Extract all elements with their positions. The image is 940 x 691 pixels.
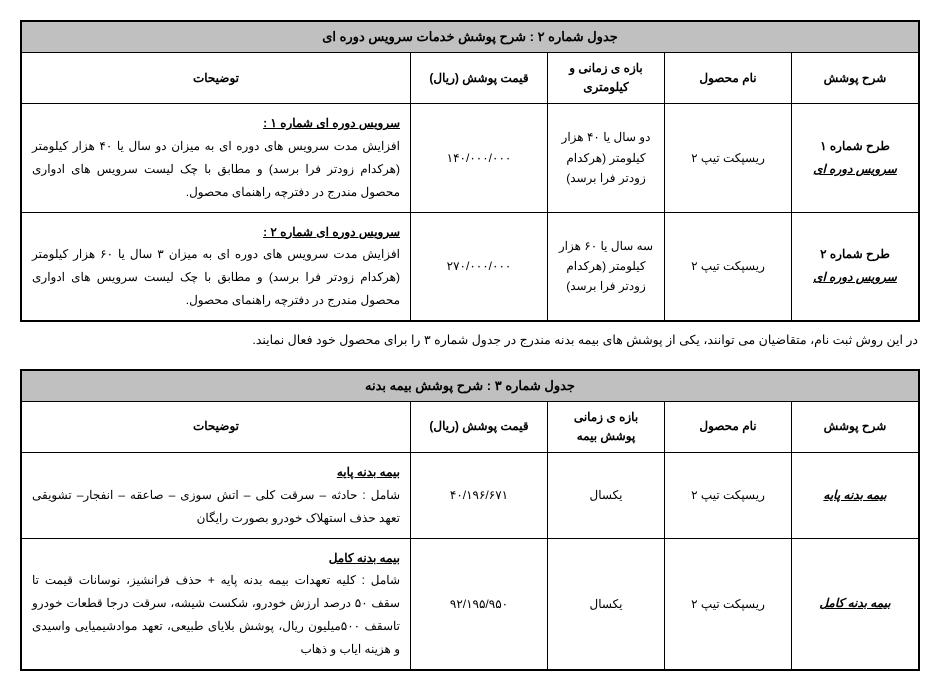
table-3-header-row: شرح پوشش نام محصول بازه ی زمانی پوشش بیم… bbox=[21, 401, 919, 452]
desc-body: شامل : کلیه تعهدات بیمه بدنه پایه + حذف … bbox=[32, 573, 400, 655]
plan-name: بیمه بدنه پایه bbox=[823, 488, 886, 502]
table-row: طرح شماره ۲ سرویس دوره ای ریسپکت تیپ ۲ س… bbox=[21, 212, 919, 321]
t2-hdr-price: قیمت پوشش (ریال) bbox=[411, 53, 548, 104]
t2-r0-period: دو سال یا ۴۰ هزار کیلومتر (هرکدام زودتر … bbox=[548, 104, 665, 212]
desc-title: سرویس دوره ای شماره ۱ : bbox=[263, 116, 400, 130]
plan-line2: سرویس دوره ای bbox=[813, 270, 897, 284]
t3-hdr-coverage: شرح پوشش bbox=[792, 401, 920, 452]
t3-r1-desc: بیمه بدنه کامل شامل : کلیه تعهدات بیمه ب… bbox=[21, 538, 411, 669]
t3-hdr-price: قیمت پوشش (ریال) bbox=[411, 401, 548, 452]
t2-hdr-desc: توضیحات bbox=[21, 53, 411, 104]
plan-line2: سرویس دوره ای bbox=[813, 162, 897, 176]
plan-line1: طرح شماره ۱ bbox=[820, 139, 890, 153]
desc-body: افزایش مدت سرویس های دوره ای به میزان ۳ … bbox=[32, 247, 400, 307]
t3-r1-period: یکسال bbox=[548, 538, 665, 669]
table-row: بیمه بدنه کامل ریسپکت تیپ ۲ یکسال ۹۲/۱۹۵… bbox=[21, 538, 919, 669]
page-container: جدول شماره ۲ : شرح پوشش خدمات سرویس دوره… bbox=[20, 20, 920, 671]
plan-line1: طرح شماره ۲ bbox=[820, 247, 890, 261]
table-2-header-row: شرح پوشش نام محصول بازه ی زمانی و کیلومت… bbox=[21, 53, 919, 104]
plan-name: بیمه بدنه کامل bbox=[819, 596, 890, 610]
t2-r1-period: سه سال یا ۶۰ هزار کیلومتر (هرکدام زودتر … bbox=[548, 212, 665, 321]
t2-r0-desc: سرویس دوره ای شماره ۱ : افزایش مدت سرویس… bbox=[21, 104, 411, 212]
t2-r0-price: ۱۴۰/۰۰۰/۰۰۰ bbox=[411, 104, 548, 212]
t3-r0-price: ۴۰/۱۹۶/۶۷۱ bbox=[411, 453, 548, 538]
table-3: جدول شماره ۳ : شرح پوشش بیمه بدنه شرح پو… bbox=[20, 369, 920, 671]
inter-paragraph: در این روش ثبت نام، متقاضیان می توانند، … bbox=[22, 332, 918, 347]
t2-r0-product: ریسپکت تیپ ۲ bbox=[665, 104, 792, 212]
table-3-title: جدول شماره ۳ : شرح پوشش بیمه بدنه bbox=[21, 370, 919, 402]
desc-title: سرویس دوره ای شماره ۲ : bbox=[263, 225, 400, 239]
t3-hdr-desc: توضیحات bbox=[21, 401, 411, 452]
t2-r1-product: ریسپکت تیپ ۲ bbox=[665, 212, 792, 321]
t3-r1-product: ریسپکت تیپ ۲ bbox=[665, 538, 792, 669]
table-2-title: جدول شماره ۲ : شرح پوشش خدمات سرویس دوره… bbox=[21, 21, 919, 53]
table-row: طرح شماره ۱ سرویس دوره ای ریسپکت تیپ ۲ د… bbox=[21, 104, 919, 212]
t2-r0-plan: طرح شماره ۱ سرویس دوره ای bbox=[792, 104, 920, 212]
t3-r0-period: یکسال bbox=[548, 453, 665, 538]
t3-r1-plan: بیمه بدنه کامل bbox=[792, 538, 920, 669]
t3-hdr-period: بازه ی زمانی پوشش بیمه bbox=[548, 401, 665, 452]
desc-body: افزایش مدت سرویس های دوره ای به میزان دو… bbox=[32, 139, 400, 199]
t2-hdr-period: بازه ی زمانی و کیلومتری bbox=[548, 53, 665, 104]
table-2: جدول شماره ۲ : شرح پوشش خدمات سرویس دوره… bbox=[20, 20, 920, 322]
t2-hdr-product: نام محصول bbox=[665, 53, 792, 104]
table-2-title-row: جدول شماره ۲ : شرح پوشش خدمات سرویس دوره… bbox=[21, 21, 919, 53]
t2-r1-desc: سرویس دوره ای شماره ۲ : افزایش مدت سرویس… bbox=[21, 212, 411, 321]
t2-r1-price: ۲۷۰/۰۰۰/۰۰۰ bbox=[411, 212, 548, 321]
t3-r1-price: ۹۲/۱۹۵/۹۵۰ bbox=[411, 538, 548, 669]
t3-r0-product: ریسپکت تیپ ۲ bbox=[665, 453, 792, 538]
t3-hdr-product: نام محصول bbox=[665, 401, 792, 452]
desc-body: شامل : حادثه – سرقت کلی – اتش سوزی – صاع… bbox=[32, 488, 400, 525]
t2-hdr-coverage: شرح پوشش bbox=[792, 53, 920, 104]
t3-r0-desc: بیمه بدنه پایه شامل : حادثه – سرقت کلی –… bbox=[21, 453, 411, 538]
t3-r0-plan: بیمه بدنه پایه bbox=[792, 453, 920, 538]
t2-r1-plan: طرح شماره ۲ سرویس دوره ای bbox=[792, 212, 920, 321]
table-3-title-row: جدول شماره ۳ : شرح پوشش بیمه بدنه bbox=[21, 370, 919, 402]
desc-title: بیمه بدنه پایه bbox=[337, 465, 400, 479]
table-row: بیمه بدنه پایه ریسپکت تیپ ۲ یکسال ۴۰/۱۹۶… bbox=[21, 453, 919, 538]
desc-title: بیمه بدنه کامل bbox=[329, 551, 400, 565]
